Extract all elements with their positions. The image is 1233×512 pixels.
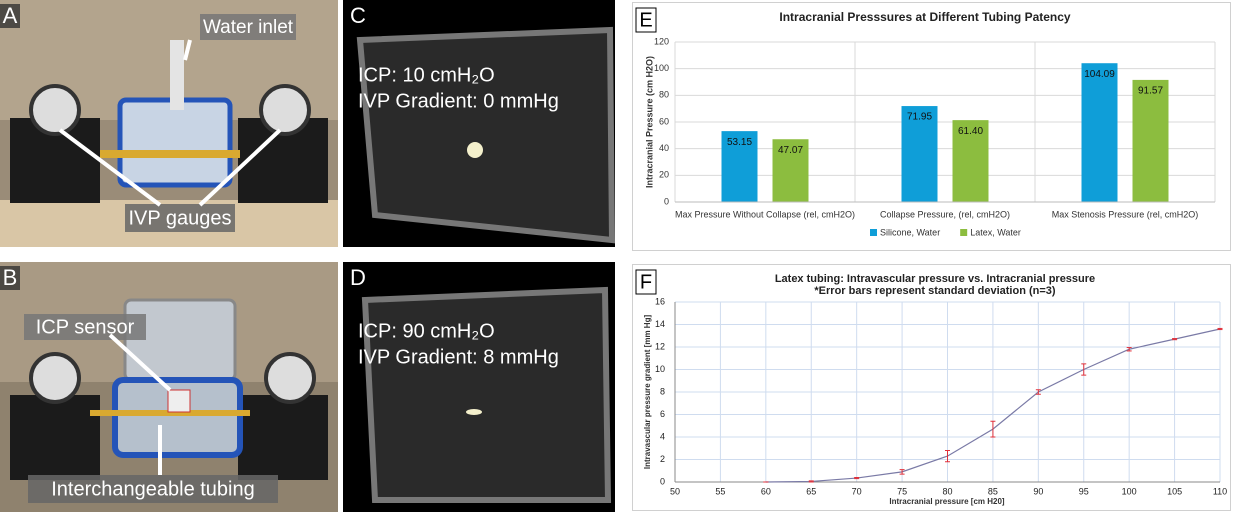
value-label: 53.15 [727, 137, 752, 148]
arrows [108, 333, 172, 475]
x-tick-label: 55 [715, 486, 725, 496]
chart-frame [632, 264, 1231, 511]
label-box [28, 475, 278, 503]
x-tick-label: 70 [852, 486, 862, 496]
legend-label: Latex, Water [970, 227, 1021, 237]
y-tick-label: 20 [659, 170, 669, 180]
error-bar [1126, 347, 1132, 352]
y-tick-label: 80 [659, 90, 669, 100]
panel-letter: E [639, 9, 652, 31]
y-tick-label: 0 [664, 196, 669, 206]
x-tick-label: 50 [670, 486, 680, 496]
y-tick-label: 8 [660, 386, 665, 396]
y-axis-label: Intracranial Pressure (cm H2O) [644, 56, 654, 188]
y-tick-label: 6 [660, 409, 665, 419]
legend-swatch [960, 229, 968, 236]
value-label: 47.07 [778, 145, 803, 156]
y-tick-label: 16 [655, 296, 665, 306]
value-label: 61.40 [958, 126, 983, 137]
error-bar [990, 420, 996, 438]
y-tick-label: 0 [660, 476, 665, 486]
value-label: 91.57 [1138, 86, 1163, 97]
photo-label: Interchangeable tubing [51, 478, 255, 500]
chart-title: Intracranial Presssures at Different Tub… [779, 10, 1071, 24]
y-tick-label: 14 [655, 319, 665, 329]
chart-f: Latex tubing: Intravascular pressure vs.… [643, 273, 1227, 506]
panel-letter: F [640, 271, 652, 293]
y-tick-label: 4 [660, 431, 665, 441]
panel-letter: D [350, 265, 366, 290]
x-tick-label: 95 [1079, 486, 1089, 496]
y-tick-label: 60 [659, 116, 669, 126]
y-tick-label: 2 [660, 454, 665, 464]
x-tick-label: 75 [897, 486, 907, 496]
y-axis-label: Intravascular pressure gradient [mm Hg] [643, 315, 652, 470]
x-tick-label: 65 [806, 486, 816, 496]
photo-label: IVP gauges [128, 207, 231, 229]
bar [721, 131, 758, 202]
legend-swatch [870, 229, 877, 236]
ct-phantom [356, 26, 616, 244]
panel-letter-box [635, 7, 657, 33]
label-box [125, 204, 235, 232]
bar [901, 106, 938, 202]
x-axis-label: Intracranial pressure [cm H20] [889, 497, 1004, 506]
x-tick-label: Max Pressure Without Collapse (rel, cmH2… [675, 209, 855, 219]
value-label: 71.95 [907, 112, 932, 123]
x-tick-label: Collapse Pressure, (rel, cmH2O) [880, 209, 1010, 219]
ct-tube [466, 409, 482, 415]
bar [952, 120, 989, 202]
value-label: 104.09 [1084, 69, 1115, 80]
chart-e: Intracranial Presssures at Different Tub… [644, 10, 1216, 237]
ct-label: IVP Gradient: 8 mmHg [358, 346, 559, 368]
panel-letter-box [0, 4, 20, 28]
bar [1132, 79, 1169, 202]
x-tick-label: 90 [1033, 486, 1043, 496]
chart-title: Latex tubing: Intravascular pressure vs.… [775, 273, 1095, 285]
ct-phantom [361, 286, 612, 503]
y-tick-label: 120 [654, 36, 669, 46]
panel-letter: C [350, 3, 366, 28]
arrows [58, 39, 282, 207]
error-bar [854, 477, 860, 480]
ct-label: ICP: 90 cmH₂O [358, 320, 495, 342]
photo-label: Water inlet [203, 17, 294, 38]
x-tick-label: 110 [1213, 486, 1227, 496]
error-bar [945, 450, 950, 463]
label-box [200, 14, 296, 40]
ct-label: ICP: 10 cmH₂O [358, 64, 495, 86]
error-bar [1081, 363, 1087, 376]
x-tick-label: 85 [988, 486, 998, 496]
error-bar [1217, 327, 1223, 331]
photo-label: ICP sensor [36, 316, 135, 338]
y-tick-label: 10 [655, 364, 665, 374]
y-tick-label: 100 [654, 63, 669, 73]
error-bar [1035, 389, 1041, 395]
y-tick-label: 12 [655, 341, 665, 351]
chart-subtitle: *Error bars represent standard deviation… [814, 285, 1055, 297]
error-bar [808, 480, 814, 483]
y-tick-label: 40 [659, 143, 669, 153]
x-tick-label: 100 [1122, 486, 1137, 496]
bar [772, 139, 809, 202]
ct-label: IVP Gradient: 0 mmHg [358, 90, 559, 112]
panel-letter-box [635, 269, 657, 295]
panel-letter: A [3, 3, 18, 28]
label-box [24, 314, 146, 340]
bar [1081, 63, 1118, 202]
error-bar [1172, 338, 1178, 341]
error-bar [899, 469, 905, 475]
photo-b [0, 262, 338, 512]
x-tick-label: 80 [942, 486, 952, 496]
ct-tube [467, 142, 483, 158]
panel-letter: B [3, 265, 18, 290]
legend-label: Silicone, Water [880, 227, 940, 237]
x-tick-label: 105 [1167, 486, 1182, 496]
x-tick-label: 60 [761, 486, 771, 496]
x-tick-label: Max Stenosis Pressure (rel, cmH2O) [1052, 209, 1199, 219]
panel-letter-box [0, 266, 20, 290]
